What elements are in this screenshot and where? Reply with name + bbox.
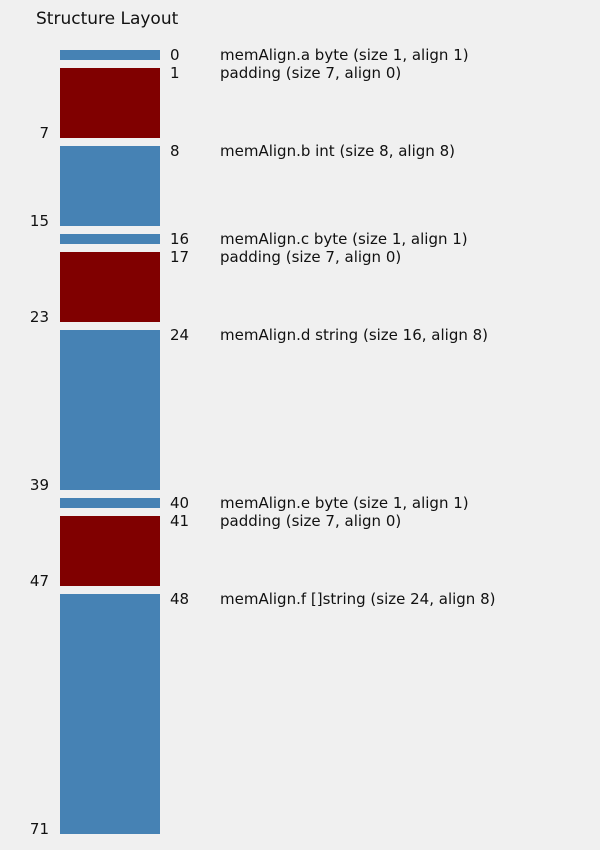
padding-block xyxy=(60,252,160,322)
start-offset-label: 8 xyxy=(170,142,180,160)
diagram-title: Structure Layout xyxy=(36,9,179,29)
end-offset-label: 39 xyxy=(29,476,49,494)
start-offset-label: 0 xyxy=(170,46,180,64)
start-offset-label: 16 xyxy=(170,230,190,248)
field-description: memAlign.b int (size 8, align 8) xyxy=(220,142,455,160)
end-offset-label: 23 xyxy=(29,308,49,326)
end-offset-label: 71 xyxy=(29,820,49,838)
field-block xyxy=(60,146,160,226)
end-offset-label: 47 xyxy=(29,572,49,590)
field-block xyxy=(60,594,160,834)
start-offset-label: 24 xyxy=(170,326,190,344)
start-offset-label: 48 xyxy=(170,590,190,608)
field-block xyxy=(60,330,160,490)
field-description: padding (size 7, align 0) xyxy=(220,64,402,82)
field-block xyxy=(60,234,160,244)
field-description: memAlign.e byte (size 1, align 1) xyxy=(220,494,469,512)
field-description: memAlign.a byte (size 1, align 1) xyxy=(220,46,469,64)
end-offset-label: 7 xyxy=(39,124,49,142)
field-block xyxy=(60,50,160,60)
end-offset-label: 15 xyxy=(29,212,49,230)
start-offset-label: 40 xyxy=(170,494,190,512)
field-block xyxy=(60,498,160,508)
field-description: memAlign.c byte (size 1, align 1) xyxy=(220,230,468,248)
field-description: padding (size 7, align 0) xyxy=(220,512,402,530)
start-offset-label: 1 xyxy=(170,64,180,82)
start-offset-label: 17 xyxy=(170,248,190,266)
field-description: memAlign.d string (size 16, align 8) xyxy=(220,326,489,344)
padding-block xyxy=(60,68,160,138)
start-offset-label: 41 xyxy=(170,512,190,530)
field-description: memAlign.f []string (size 24, align 8) xyxy=(220,590,496,608)
padding-block xyxy=(60,516,160,586)
field-description: padding (size 7, align 0) xyxy=(220,248,402,266)
